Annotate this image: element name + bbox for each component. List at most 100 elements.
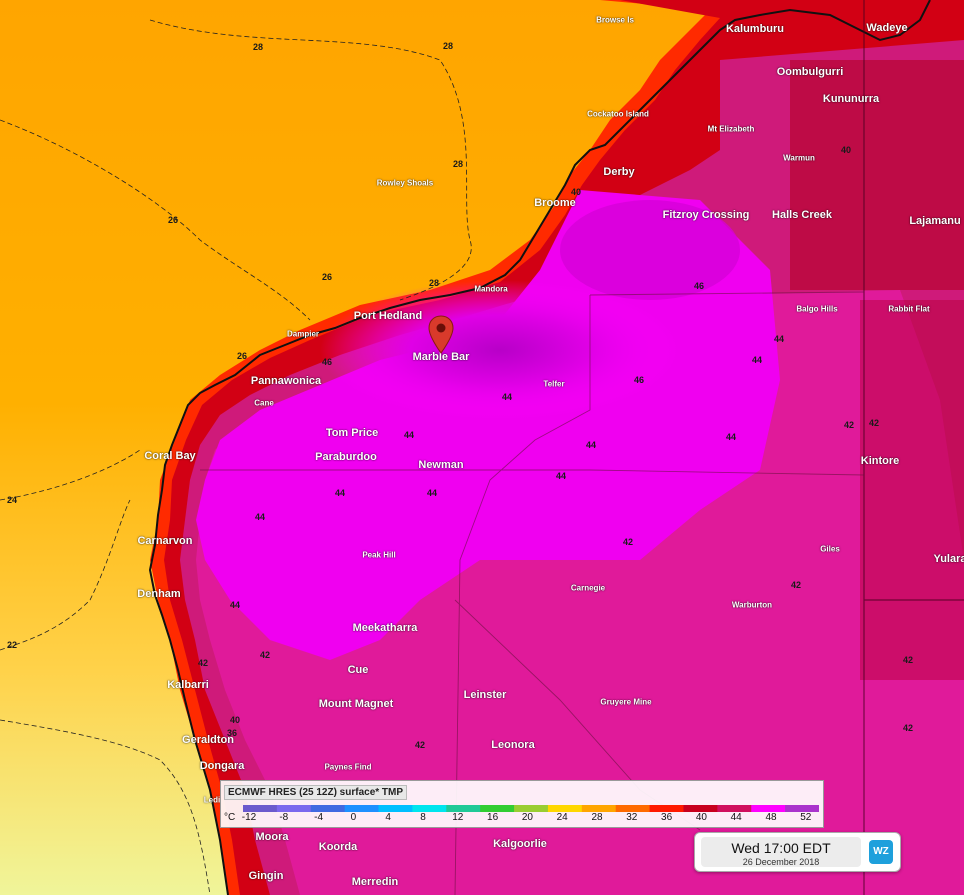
place-label: Gingin — [248, 870, 284, 882]
legend-tick: 40 — [695, 812, 707, 823]
place-label-small: Ledi — [203, 795, 221, 805]
legend-swatch — [276, 805, 312, 812]
place-label-small: Paynes Find — [324, 762, 372, 772]
place-label: Oombulgurri — [776, 66, 844, 78]
place-label: Broome — [534, 197, 576, 209]
place-label-small: Rabbit Flat — [888, 304, 930, 314]
isotherm-label: 44 — [254, 512, 266, 522]
legend-swatch — [243, 805, 278, 812]
place-label-small: Telfer — [543, 379, 565, 389]
red-east — [860, 300, 964, 680]
place-label-small: Mandora — [474, 284, 508, 294]
place-label: Halls Creek — [772, 209, 832, 221]
isotherm-label: 26 — [236, 351, 248, 361]
isotherm-label: 42 — [868, 418, 880, 428]
isotherm-label: 42 — [902, 655, 914, 665]
location-pin-icon[interactable] — [428, 315, 454, 355]
legend-tick: 16 — [487, 812, 499, 823]
hotspot-core — [320, 280, 680, 420]
isotherm-label: 44 — [403, 430, 415, 440]
legend-tick: 8 — [420, 812, 426, 823]
legend-swatch — [717, 805, 752, 812]
place-label: Tom Price — [325, 427, 379, 439]
place-label: Marble Bar — [412, 351, 470, 363]
place-label: Meekatharra — [352, 622, 418, 634]
place-label: Dongara — [199, 760, 245, 772]
legend-unit: °C — [224, 812, 236, 823]
color-legend: ECMWF HRES (25 12Z) surface* TMP °C -12 -… — [220, 780, 824, 828]
legend-tick: 24 — [556, 812, 568, 823]
isotherm-label: 46 — [633, 375, 645, 385]
legend-swatch — [615, 805, 651, 812]
place-label-small: Giles — [820, 544, 840, 554]
time-display: Wed 17:00 EDT 26 December 2018 — [701, 837, 861, 867]
isotherm-label: 44 — [585, 440, 597, 450]
legend-tick: 20 — [521, 812, 533, 823]
state-borders — [863, 0, 964, 895]
place-label: Port Hedland — [353, 310, 423, 322]
isotherm-label: 26 — [167, 215, 179, 225]
place-label: Mount Magnet — [318, 698, 394, 710]
legend-tick: 44 — [730, 812, 742, 823]
place-label: Kununurra — [822, 93, 880, 105]
legend-tick: 0 — [350, 812, 357, 823]
place-label: Moora — [255, 831, 289, 843]
legend-color-bar — [243, 805, 819, 812]
isotherm-label: 44 — [334, 488, 346, 498]
legend-tick: -4 — [314, 812, 324, 823]
isotherm-label: 44 — [501, 392, 513, 402]
place-label: Paraburdoo — [315, 451, 377, 463]
time-panel: Wed 17:00 EDT 26 December 2018 WZ — [694, 832, 901, 872]
place-label: Pannawonica — [250, 375, 322, 387]
isotherm-label: 36 — [226, 728, 238, 738]
place-label: Derby — [603, 166, 635, 178]
place-label-small: Browse Is — [596, 15, 634, 25]
legend-swatch — [683, 805, 718, 812]
place-label-small: Cockatoo Island — [587, 109, 649, 119]
place-label: Newman — [418, 459, 464, 471]
place-label-small: Carnegie — [570, 583, 606, 593]
place-label-small: Balgo Hills — [796, 304, 838, 314]
isotherm-label: 42 — [790, 580, 802, 590]
legend-tick: 4 — [385, 812, 391, 823]
isotherm-label: 44 — [555, 471, 567, 481]
isotherm-label: 40 — [229, 715, 241, 725]
isotherm-label: 42 — [902, 723, 914, 733]
isotherm-label: 46 — [321, 357, 333, 367]
place-label: Kintore — [860, 455, 900, 467]
isotherm-label: 26 — [321, 272, 333, 282]
legend-tick: 52 — [800, 812, 812, 823]
isotherm-label: 28 — [428, 278, 440, 288]
legend-swatch — [480, 805, 515, 812]
place-label-small: Peak Hill — [362, 550, 396, 560]
isotherm-label: 44 — [725, 432, 737, 442]
isotherm-label: 44 — [751, 355, 763, 365]
isotherm-label: 24 — [6, 495, 18, 505]
place-label-small: Dampier — [286, 329, 320, 339]
legend-tick: -12 — [241, 812, 257, 823]
legend-swatch — [344, 805, 380, 812]
legend-tick: -8 — [279, 812, 289, 823]
isotherm-label: 42 — [259, 650, 271, 660]
isotherm-label: 44 — [229, 600, 241, 610]
isotherm-label: 42 — [414, 740, 426, 750]
isotherm-label: 40 — [570, 187, 582, 197]
place-label: Lajamanu — [909, 215, 961, 227]
place-label: Kalgoorlie — [493, 838, 547, 850]
place-label: Kalbarri — [167, 679, 209, 691]
place-label: Koorda — [318, 841, 358, 853]
place-label: Fitzroy Crossing — [662, 209, 750, 221]
isotherm-lines — [0, 19, 472, 895]
place-label: Denham — [137, 588, 181, 600]
legend-swatch — [378, 805, 413, 812]
isotherm-label: 42 — [843, 420, 855, 430]
legend-swatch — [310, 805, 346, 812]
place-label: Merredin — [351, 876, 399, 888]
wz-logo[interactable]: WZ — [869, 840, 893, 864]
place-label-small: Mt Elizabeth — [707, 124, 755, 134]
isotherm-label: 44 — [773, 334, 785, 344]
legend-swatch — [446, 805, 481, 812]
place-label: Yulara — [933, 553, 964, 565]
